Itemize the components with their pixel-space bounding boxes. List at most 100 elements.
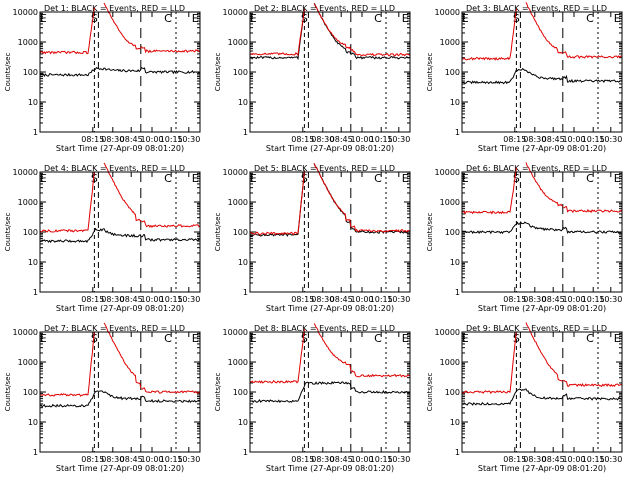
y-tick-label: 10000 (13, 328, 38, 337)
plot-frame (249, 331, 411, 453)
series-line (39, 227, 201, 244)
series-line (313, 323, 352, 372)
x-tick-label: 10:15 (160, 135, 183, 144)
y-tick-label: 10 (238, 418, 248, 427)
series-line (313, 163, 352, 228)
y-tick-label: 1 (33, 288, 38, 297)
y-tick-label: 1000 (440, 198, 460, 207)
y-tick-label: 1000 (228, 38, 248, 47)
time-marker-label: S (513, 172, 520, 185)
series-line (249, 9, 305, 57)
series-line (461, 221, 623, 235)
x-tick-label: 08:30 (101, 135, 124, 144)
series-line (39, 66, 201, 78)
series-line (249, 170, 305, 237)
series-line (525, 2, 563, 54)
series-line (39, 390, 201, 408)
time-marker-label: E (462, 332, 469, 345)
x-axis-label: Start Time (27-Apr-09 08:01:20) (266, 464, 394, 473)
y-tick-label: 1 (243, 288, 248, 297)
series-line (39, 331, 95, 397)
time-marker-label: C (164, 332, 172, 345)
x-tick-label: 10:30 (387, 295, 410, 304)
x-tick-label: 10:00 (562, 455, 585, 464)
y-tick-label: 10 (450, 258, 460, 267)
x-axis-label: Start Time (27-Apr-09 08:01:20) (56, 144, 184, 153)
detector-panel: Det 6: BLACK = Events, RED = LLD Counts/s… (426, 162, 623, 313)
detector-panel: Det 8: BLACK = Events, RED = LLD Counts/s… (214, 323, 411, 473)
series-line (350, 52, 411, 60)
y-tick-label: 10000 (435, 328, 460, 337)
y-tick-label: 1 (243, 448, 248, 457)
y-axis-label: Counts/sec (426, 213, 434, 252)
x-tick-label: 08:45 (330, 295, 353, 304)
time-marker-label: E (402, 172, 409, 185)
time-marker-label: C (586, 332, 594, 345)
x-tick-label: 08:15 (503, 455, 526, 464)
time-marker-label: S (301, 172, 308, 185)
x-axis-label: Start Time (27-Apr-09 08:01:20) (478, 464, 606, 473)
y-tick-label: 10 (450, 98, 460, 107)
y-tick-label: 10 (28, 418, 38, 427)
x-tick-label: 10:30 (177, 295, 200, 304)
time-marker-label: S (301, 332, 308, 345)
plot-frame (39, 171, 201, 293)
x-tick-label: 08:15 (291, 295, 314, 304)
x-tick-label: 08:15 (291, 135, 314, 144)
y-tick-label: 1 (243, 128, 248, 137)
x-tick-label: 10:00 (350, 455, 373, 464)
series-line (351, 225, 411, 233)
panel-title: Det 5: BLACK = Events, RED = LLD (254, 164, 395, 173)
x-tick-label: 08:30 (101, 455, 124, 464)
time-marker-label: S (513, 12, 520, 25)
y-tick-label: 1 (33, 128, 38, 137)
time-marker-label: C (164, 172, 172, 185)
y-tick-label: 100 (23, 388, 38, 397)
time-marker-label: E (40, 12, 47, 25)
time-marker-label: C (164, 12, 172, 25)
y-axis-label: Counts/sec (426, 53, 434, 92)
x-axis-label: Start Time (27-Apr-09 08:01:20) (478, 144, 606, 153)
x-tick-label: 10:30 (387, 455, 410, 464)
time-marker-label: S (513, 332, 520, 345)
x-tick-label: 08:45 (120, 455, 143, 464)
time-marker-label: E (614, 12, 621, 25)
y-tick-label: 100 (23, 68, 38, 77)
plot-frame (249, 171, 411, 293)
y-tick-label: 1000 (18, 198, 38, 207)
time-marker-label: E (402, 332, 409, 345)
x-tick-label: 08:30 (101, 295, 124, 304)
y-tick-label: 10000 (13, 8, 38, 17)
time-marker-label: E (40, 332, 47, 345)
time-marker-label: C (586, 12, 594, 25)
x-axis-label: Start Time (27-Apr-09 08:01:20) (266, 304, 394, 313)
x-tick-label: 10:15 (160, 455, 183, 464)
time-marker-label: E (250, 332, 257, 345)
plot-frame (461, 171, 623, 293)
time-marker-label: S (91, 12, 98, 25)
y-axis-label: Counts/sec (4, 373, 12, 412)
x-tick-label: 08:45 (330, 455, 353, 464)
series-line (563, 51, 623, 60)
time-marker-label: E (402, 12, 409, 25)
series-line (461, 388, 623, 406)
y-tick-label: 100 (23, 228, 38, 237)
y-axis-label: Counts/sec (4, 213, 12, 252)
series-line (140, 46, 201, 54)
x-tick-label: 10:00 (350, 135, 373, 144)
time-marker-label: E (614, 332, 621, 345)
series-line (461, 67, 623, 85)
series-line (141, 220, 201, 228)
series-line (249, 329, 305, 384)
y-axis-label: Counts/sec (426, 373, 434, 412)
detector-panel: Det 1: BLACK = Events, RED = LLD Counts/s… (4, 2, 201, 153)
y-axis-label: Counts/sec (214, 373, 222, 412)
series-line (103, 162, 142, 222)
x-tick-label: 10:00 (562, 135, 585, 144)
time-marker-label: C (374, 332, 382, 345)
x-tick-label: 08:30 (311, 295, 334, 304)
x-tick-label: 08:45 (120, 135, 143, 144)
panel-title: Det 8: BLACK = Events, RED = LLD (254, 324, 395, 333)
